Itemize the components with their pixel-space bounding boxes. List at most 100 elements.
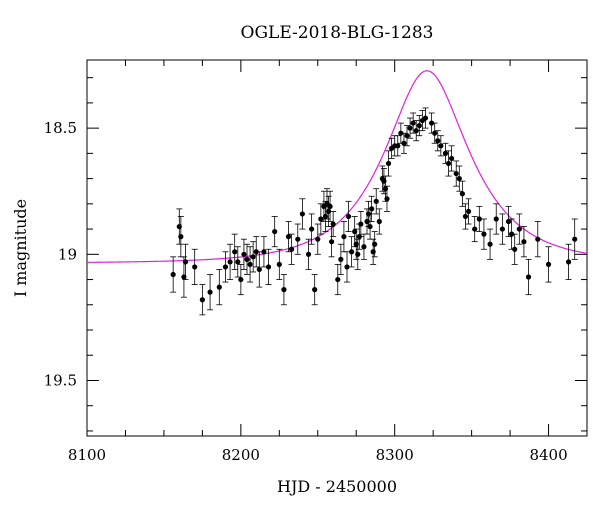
data-point bbox=[256, 266, 262, 273]
data-point bbox=[285, 234, 292, 240]
data-point bbox=[432, 130, 438, 136]
data-point bbox=[493, 216, 499, 222]
data-point bbox=[422, 115, 429, 121]
data-point bbox=[238, 276, 244, 283]
model-line bbox=[86, 70, 588, 263]
y-tick-label: 19 bbox=[58, 245, 77, 263]
y-tick-labels: 18.5 19 19.5 bbox=[44, 119, 77, 389]
data-point bbox=[481, 231, 487, 237]
data-point bbox=[289, 246, 295, 252]
data-point bbox=[487, 241, 493, 247]
data-point bbox=[222, 264, 229, 270]
data-point bbox=[247, 261, 253, 268]
data-point bbox=[476, 216, 482, 222]
data-point bbox=[505, 218, 512, 225]
data-point bbox=[276, 261, 282, 268]
data-point bbox=[376, 218, 382, 225]
data-point bbox=[545, 261, 552, 268]
data-point bbox=[438, 143, 444, 149]
y-axis-label: I magnitude bbox=[11, 199, 30, 297]
data-point bbox=[178, 234, 184, 240]
data-point bbox=[182, 259, 189, 265]
data-point bbox=[207, 289, 213, 295]
data-point bbox=[521, 239, 527, 245]
data-point bbox=[281, 287, 287, 293]
data-point bbox=[373, 198, 379, 204]
x-axis-label: HJD - 2450000 bbox=[277, 477, 397, 496]
data-point bbox=[335, 276, 341, 283]
data-point bbox=[261, 249, 267, 255]
axis-ticks bbox=[86, 60, 588, 436]
data-point bbox=[429, 120, 435, 126]
data-point bbox=[253, 249, 259, 255]
x-tick-labels: 8100 8200 8300 8400 bbox=[68, 446, 568, 464]
data-point bbox=[372, 241, 378, 247]
data-point bbox=[535, 236, 541, 242]
data-point bbox=[295, 236, 301, 242]
data-point bbox=[235, 259, 241, 265]
data-point bbox=[449, 155, 455, 162]
data-point bbox=[345, 213, 352, 220]
data-point bbox=[227, 259, 233, 265]
data-point bbox=[199, 297, 205, 303]
data-point bbox=[509, 231, 515, 237]
data-point bbox=[341, 234, 347, 240]
data-point bbox=[349, 249, 355, 255]
data-point bbox=[192, 264, 198, 270]
data-point bbox=[232, 249, 238, 255]
data-point bbox=[459, 191, 465, 197]
data-point bbox=[512, 246, 518, 252]
data-point bbox=[565, 259, 572, 265]
data-point bbox=[170, 271, 176, 278]
data-point bbox=[410, 120, 416, 126]
data-point bbox=[312, 287, 318, 293]
data-point bbox=[355, 251, 361, 257]
data-point bbox=[384, 196, 390, 202]
data-point bbox=[318, 216, 324, 222]
x-tick-label: 8200 bbox=[222, 446, 260, 464]
data-point bbox=[329, 239, 335, 245]
data-point bbox=[395, 143, 401, 149]
data-point bbox=[241, 251, 247, 257]
data-point bbox=[330, 221, 336, 227]
data-point bbox=[244, 256, 250, 262]
data-point bbox=[216, 284, 222, 290]
data-point bbox=[272, 228, 278, 235]
data-point bbox=[472, 226, 478, 232]
data-point bbox=[407, 125, 413, 131]
plot-frame bbox=[86, 59, 588, 437]
chart-title: OGLE-2018-BLG-1283 bbox=[241, 23, 434, 43]
data-point bbox=[265, 264, 272, 270]
data-point bbox=[344, 264, 350, 270]
data-point bbox=[442, 150, 449, 156]
data-point bbox=[361, 244, 367, 250]
data-point bbox=[435, 138, 441, 144]
data-point bbox=[572, 236, 578, 242]
data-point bbox=[525, 274, 532, 280]
data-point bbox=[305, 251, 312, 257]
data-point bbox=[453, 170, 459, 177]
data-point bbox=[462, 213, 469, 220]
data-point bbox=[315, 236, 321, 242]
data-point bbox=[250, 254, 256, 260]
data-point bbox=[465, 208, 472, 215]
data-point bbox=[416, 123, 422, 129]
data-point bbox=[413, 128, 419, 134]
data-point bbox=[367, 223, 373, 230]
data-point bbox=[369, 206, 375, 212]
model-curve bbox=[86, 70, 588, 263]
data-point bbox=[327, 203, 333, 209]
data-points bbox=[170, 107, 578, 316]
data-point bbox=[404, 133, 410, 139]
y-tick-label: 19.5 bbox=[44, 371, 77, 389]
x-tick-label: 8100 bbox=[68, 446, 106, 464]
data-point bbox=[398, 130, 404, 136]
data-point bbox=[309, 226, 315, 232]
data-point bbox=[401, 140, 407, 146]
data-point bbox=[456, 176, 462, 182]
x-tick-label: 8400 bbox=[529, 446, 567, 464]
y-tick-label: 18.5 bbox=[44, 119, 77, 137]
x-tick-label: 8300 bbox=[376, 446, 414, 464]
data-point bbox=[516, 226, 522, 232]
